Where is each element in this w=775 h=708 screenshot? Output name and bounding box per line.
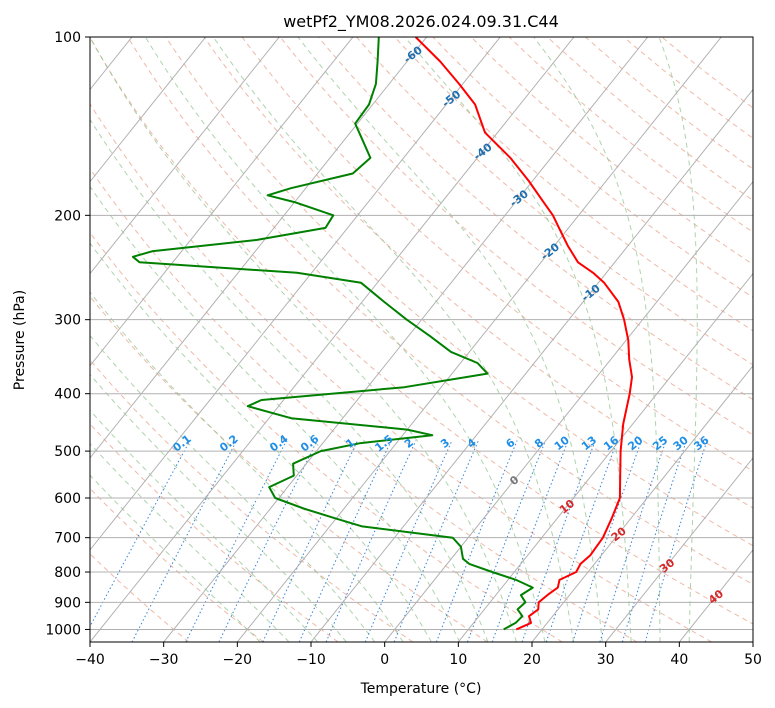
mixing-ratio-line [218,440,318,642]
moist-adiabat [533,37,661,642]
moist-adiabat [658,37,698,642]
y-tick-label: 200 [54,208,81,224]
mixing-ratio-line [545,440,618,642]
x-tick-label: −10 [296,652,326,668]
moist-adiabat [90,118,489,642]
mixing-ratio-line [491,440,569,642]
y-tick-label: 500 [54,444,81,460]
isotherm-gridline [90,37,428,459]
isotherm-gridline [90,37,501,551]
dry-adiabat [90,37,753,625]
mixing-ratio-line [393,440,479,642]
moist-adiabat [90,409,319,642]
isotherm-gridline [163,37,649,642]
moist-adiabat [90,37,517,642]
chart-title: wetPf2_YM08.2026.024.09.31.C44 [283,12,559,32]
y-tick-label: 300 [54,313,81,329]
moist-adiabat [212,37,575,642]
isotherm-gridline [236,37,722,642]
moist-adiabat [90,185,461,642]
dry-adiabat [90,103,712,642]
isotherm-gridline [531,364,753,642]
mixing-ratio-line [621,440,687,642]
x-tick-label: −20 [223,652,253,668]
dry-adiabat [90,553,190,642]
mixing-ratio-line [185,440,287,642]
dry-adiabat [90,231,563,642]
isotherm-gridline [90,37,575,642]
x-tick-label: 0 [380,652,389,668]
x-tick-label: 20 [523,652,541,668]
plot-background [90,37,753,642]
x-tick-label: 30 [597,652,615,668]
mixing-ratio-line [599,440,667,642]
isotherm-gridline [384,180,753,642]
isotherm-gridline [310,88,753,642]
dry-adiabat [203,37,753,509]
isotherm-gridline [457,272,753,642]
moist-adiabat [144,37,546,642]
isotherm-gridline [0,37,58,642]
dry-adiabat [279,37,753,436]
x-axis-title: Temperature (°C) [360,681,482,697]
y-tick-label: 400 [54,387,81,403]
isotherm-gridline [605,457,753,642]
dry-adiabat [90,295,488,642]
mixing-ratio-line [644,440,708,642]
y-tick-label: 1000 [45,622,81,638]
x-tick-label: 50 [744,652,762,668]
isotherm-gridline [752,641,753,642]
dry-adiabat [90,167,638,642]
dry-adiabat [90,487,264,642]
isotherm-gridline [90,37,354,367]
y-tick-label: 700 [54,531,81,547]
temperature-profile-line [414,37,633,631]
isotherm-gridline [90,37,207,183]
moist-adiabat [90,242,432,642]
mixing-ratio-line [90,440,191,628]
dry-adiabat [394,37,753,332]
dewpoint-profile-line [131,37,534,631]
moist-adiabat [297,37,603,642]
x-tick-label: −40 [75,652,105,668]
isotherm-gridline [90,37,280,275]
mixing-ratio-line [325,440,417,642]
moist-adiabat [90,334,376,642]
y-tick-label: 800 [54,565,81,581]
moist-adiabat [90,373,347,642]
mixing-ratio-line [298,440,392,642]
plot-frame [89,36,754,643]
dry-adiabat [127,37,753,586]
dry-adiabat [318,37,753,401]
y-tick-label: 100 [54,30,81,46]
mixing-ratio-line [521,440,596,642]
mixing-ratio-line [364,440,453,642]
x-tick-label: 10 [449,652,467,668]
y-tick-label: 900 [54,595,81,611]
y-axis-title: Pressure (hPa) [12,290,28,390]
x-tick-label: 40 [670,652,688,668]
x-tick-label: −30 [149,652,179,668]
y-tick-label: 600 [54,491,81,507]
